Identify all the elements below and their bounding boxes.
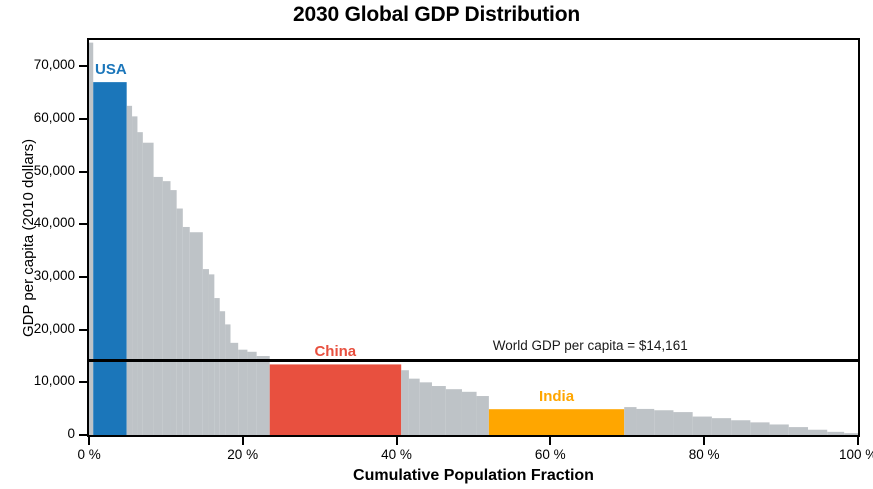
bar [673,412,693,435]
y-tick-mark [79,223,87,226]
bar [176,208,183,435]
x-tick-label: 20 % [227,447,259,462]
y-tick-label: 50,000 [33,162,75,178]
bar [408,378,420,435]
bar [219,311,226,435]
world-gdp-line [89,359,858,363]
y-tick-mark [79,328,87,331]
x-axis-label: Cumulative Population Fraction [353,467,594,484]
bar [126,105,133,435]
x-tick-mark [88,437,90,445]
plot-area: USA China India World GDP per capita = $14… [87,38,860,437]
bar [208,274,215,435]
y-tick-label: 60,000 [33,110,75,125]
bar [844,433,858,435]
bar [636,408,655,435]
bar [711,418,732,435]
page-title: 2030 Global GDP Distribution [293,3,580,26]
bar [488,409,625,435]
bar [624,407,637,435]
bar [230,342,239,435]
y-tick-mark [79,434,87,436]
bar [401,370,409,435]
country-label-usa: USA [95,61,127,79]
bar-series [89,42,858,435]
bar [692,416,712,435]
world-gdp-annotation: World GDP per capita = $14,161 [492,338,688,354]
country-label-china: China [314,343,357,361]
bar [132,116,138,435]
bar [170,190,177,435]
y-tick-label: 70,000 [33,57,75,73]
bar [202,269,209,435]
x-tick-label: 0 % [77,447,101,462]
bar [225,324,231,435]
bar [214,298,220,435]
bar [93,82,127,435]
x-tick-label: 40 % [381,447,412,462]
y-tick-label: 10,000 [33,373,75,389]
y-tick-label: 30,000 [33,268,75,283]
bar [247,351,257,435]
x-tick-mark [857,437,859,445]
bar [182,226,190,435]
y-tick-mark [79,276,87,278]
y-tick-mark [79,170,87,173]
bar [419,382,432,435]
bar [137,132,143,435]
bar [731,420,751,435]
bar [476,396,489,435]
bar [269,364,402,435]
bar [827,431,845,435]
bar [431,386,446,435]
x-tick-mark [241,437,244,445]
bar [461,391,477,435]
bar [153,176,163,435]
bar [788,427,809,435]
bar [808,429,828,435]
y-tick-label: 40,000 [33,215,75,231]
x-tick-label: 60 % [534,447,566,462]
bar [89,42,94,435]
x-tick-mark [549,437,552,445]
bar [238,349,248,435]
y-tick-label: 0 [67,426,75,441]
bar [142,142,154,435]
y-tick-mark [79,381,87,384]
bar [769,424,789,435]
x-tick-label: 80 % [688,447,720,462]
bar [750,422,770,435]
bar [162,181,171,435]
country-label-india: India [539,388,575,406]
y-tick-label: 20,000 [33,320,75,336]
x-tick-mark [703,437,706,445]
bar [654,410,674,435]
bar [189,232,203,435]
y-tick-mark [79,65,87,68]
x-tick-mark [395,437,398,445]
x-tick-label: 100 % [839,447,873,462]
y-tick-mark [79,118,87,120]
bar [445,389,462,435]
bar [256,356,270,435]
